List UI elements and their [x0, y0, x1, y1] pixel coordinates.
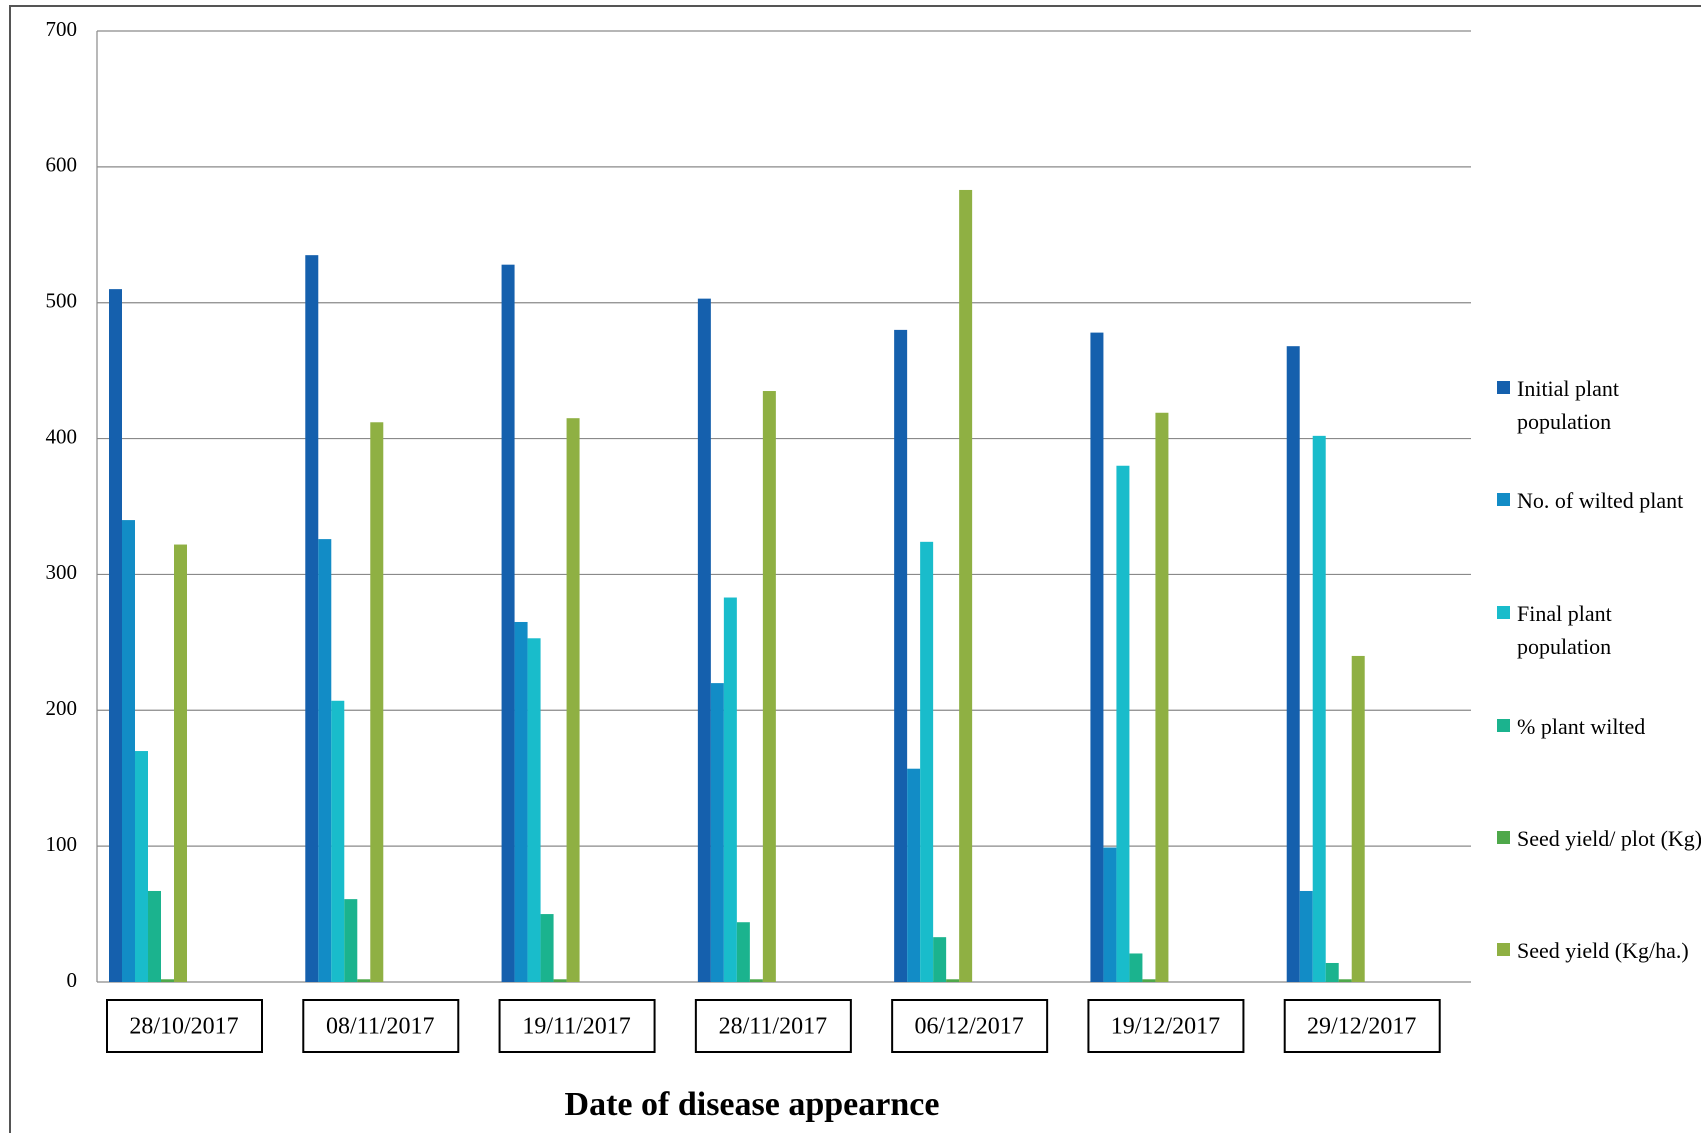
- bar: [1103, 847, 1117, 982]
- legend-label: Seed yield/ plot (Kg): [1517, 826, 1701, 851]
- chart-frame: [9, 5, 1701, 1133]
- legend-swatch: [1497, 719, 1510, 732]
- bar: [1129, 953, 1143, 982]
- legend-label: % plant wilted: [1517, 714, 1646, 739]
- bar: [527, 638, 541, 982]
- category-box: [694, 999, 852, 1053]
- bar: [736, 922, 750, 982]
- bar: [331, 700, 345, 982]
- x-tick-label: 19/11/2017: [522, 1014, 630, 1040]
- bar: [135, 751, 148, 982]
- x-tick-label: 28/11/2017: [719, 1014, 827, 1040]
- legend-swatch: [1497, 943, 1510, 956]
- x-tick-label: 28/10/2017: [129, 1014, 238, 1040]
- y-tick-label: 0: [67, 968, 78, 992]
- legend-swatch: [1497, 381, 1510, 394]
- legend-item: Seed yield/ plot (Kg): [1497, 822, 1701, 855]
- bar: [907, 768, 921, 982]
- bar: [723, 597, 737, 982]
- bar: [959, 189, 973, 982]
- bar: [161, 979, 174, 982]
- x-tick-label: 08/11/2017: [326, 1014, 434, 1040]
- bar: [540, 914, 554, 982]
- bar: [1325, 962, 1339, 982]
- legend-label: Initial plant population: [1517, 376, 1620, 434]
- legend-item: Final plant population: [1497, 597, 1701, 663]
- x-tick-label: 06/12/2017: [914, 1014, 1023, 1040]
- bar: [109, 289, 122, 983]
- y-tick-label: 300: [46, 560, 78, 584]
- bar: [501, 264, 515, 982]
- bar: [1116, 465, 1130, 982]
- bar: [1299, 890, 1313, 982]
- x-tick-label: 19/12/2017: [1111, 1014, 1220, 1040]
- legend-item: Seed yield (Kg/ha.): [1497, 934, 1701, 967]
- x-tick-label: 29/12/2017: [1307, 1014, 1416, 1040]
- bar: [174, 544, 187, 982]
- bar: [305, 255, 319, 982]
- category-box: [302, 999, 460, 1053]
- legend-swatch: [1497, 493, 1510, 506]
- bar: [946, 979, 960, 982]
- y-tick-label: 100: [46, 832, 78, 856]
- legend-swatch: [1497, 831, 1510, 844]
- bar: [933, 937, 947, 982]
- bar: [566, 418, 580, 982]
- legend-item: Initial plant population: [1497, 372, 1701, 438]
- bar: [749, 979, 763, 982]
- bar: [148, 890, 161, 982]
- y-tick-label: 700: [46, 17, 78, 41]
- bar: [1286, 346, 1300, 982]
- legend-label: No. of wilted plant: [1517, 488, 1684, 513]
- x-axis-title: Date of disease appearnce: [565, 1086, 940, 1123]
- bar: [553, 979, 567, 982]
- legend-swatch: [1497, 606, 1510, 619]
- y-tick-label: 500: [46, 289, 78, 313]
- category-box: [1283, 999, 1441, 1053]
- bar: [1155, 412, 1169, 983]
- bar: [318, 539, 332, 982]
- bar: [1351, 655, 1365, 982]
- bar: [697, 298, 711, 983]
- bar: [357, 979, 371, 982]
- bar: [344, 899, 358, 982]
- bar: [920, 541, 934, 982]
- category-box: [498, 999, 656, 1053]
- category-box: [106, 999, 263, 1053]
- legend-item: % plant wilted: [1497, 710, 1701, 743]
- bar: [1338, 979, 1352, 982]
- bar: [762, 391, 776, 982]
- legend-label: Seed yield (Kg/ha.): [1517, 938, 1689, 963]
- bar: [710, 683, 724, 982]
- legend-item: No. of wilted plant: [1497, 484, 1701, 517]
- category-box: [891, 999, 1049, 1053]
- bar: [370, 422, 384, 983]
- y-tick-label: 400: [46, 424, 78, 448]
- bar: [894, 329, 908, 982]
- bar: [1142, 979, 1156, 982]
- bar: [122, 520, 135, 982]
- y-tick-label: 200: [46, 696, 78, 720]
- bar: [514, 621, 528, 982]
- legend-label: Final plant population: [1517, 601, 1612, 659]
- bar: [1312, 435, 1326, 983]
- category-box: [1087, 999, 1245, 1053]
- y-tick-label: 600: [46, 153, 78, 177]
- bar: [1090, 332, 1104, 982]
